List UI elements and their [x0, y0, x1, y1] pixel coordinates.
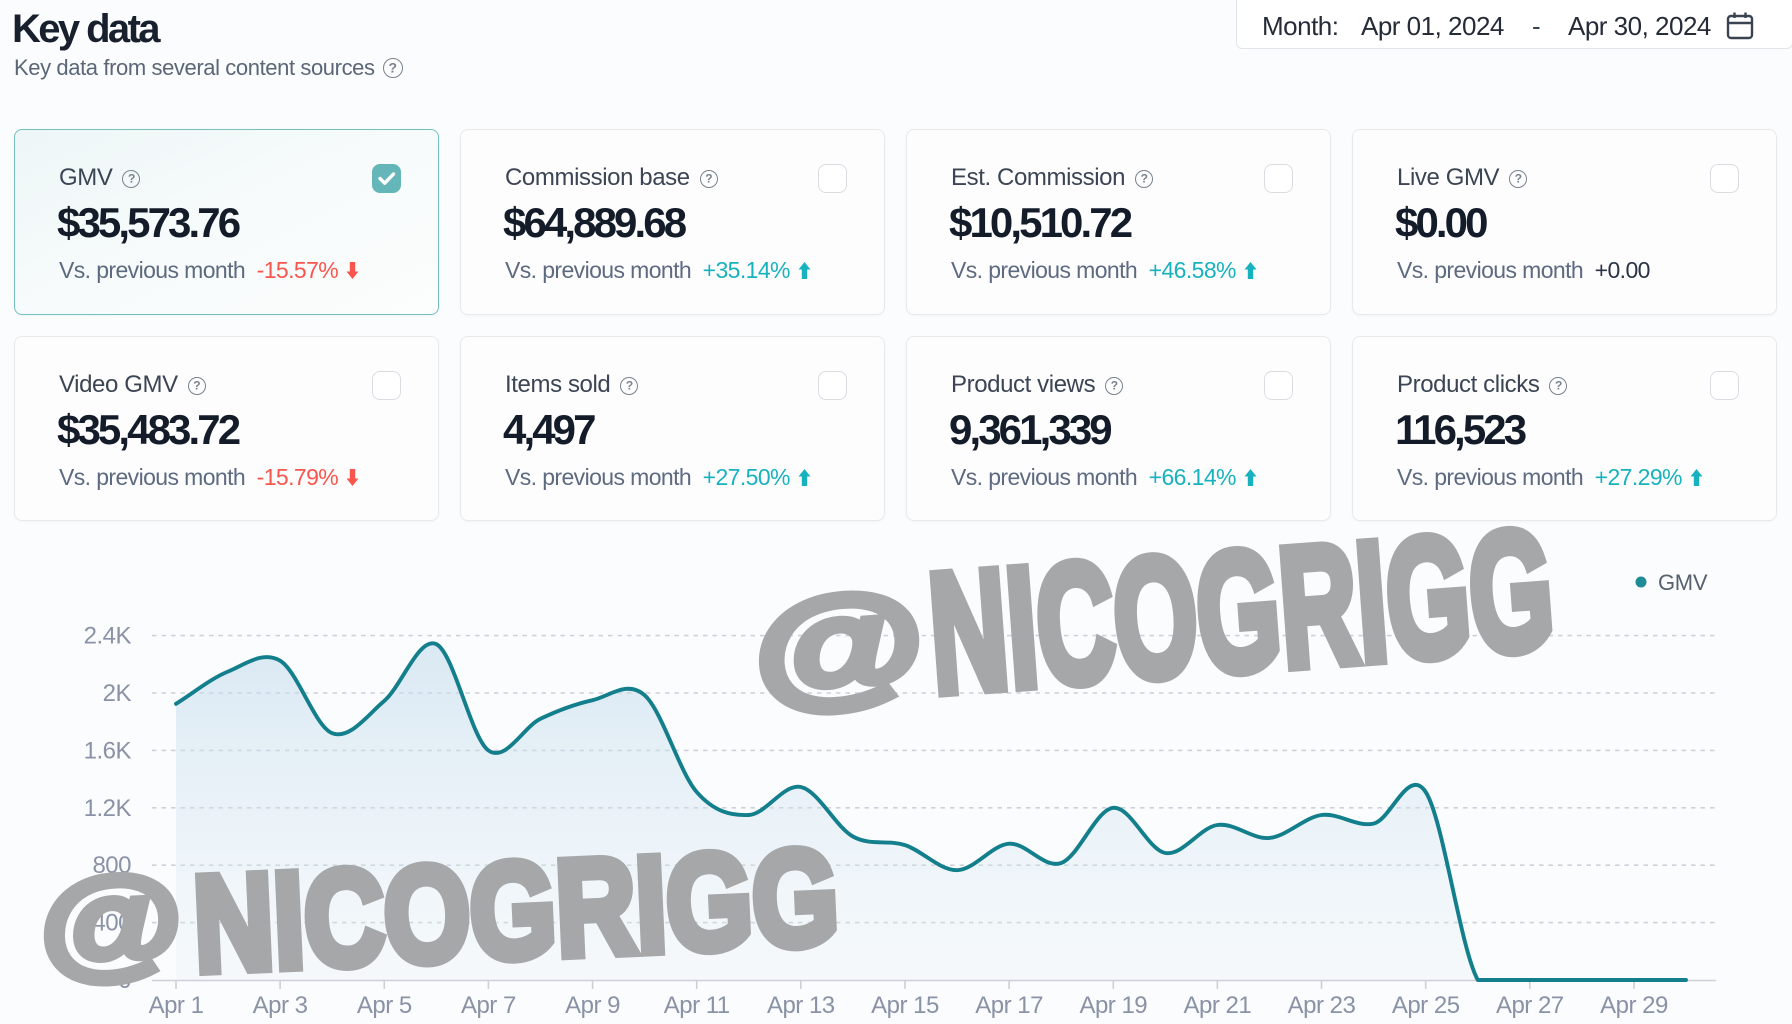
- svg-text:Apr 9: Apr 9: [565, 992, 620, 1019]
- svg-text:Apr 17: Apr 17: [975, 992, 1043, 1019]
- svg-text:1.6K: 1.6K: [84, 737, 132, 764]
- svg-text:Apr 13: Apr 13: [767, 992, 835, 1019]
- svg-text:Apr 29: Apr 29: [1600, 992, 1668, 1019]
- svg-text:@: @: [748, 564, 928, 724]
- svg-text:NICOGRIGG: NICOGRIGG: [190, 820, 841, 1000]
- svg-text:0: 0: [118, 967, 131, 994]
- svg-text:NICOGRIGG: NICOGRIGG: [923, 494, 1559, 729]
- svg-text:Apr 25: Apr 25: [1392, 992, 1460, 1019]
- svg-text:Apr 27: Apr 27: [1496, 992, 1564, 1019]
- svg-text:Apr 19: Apr 19: [1079, 992, 1147, 1019]
- svg-text:1.2K: 1.2K: [84, 795, 132, 822]
- svg-text:Apr 23: Apr 23: [1288, 992, 1356, 1019]
- svg-text:Apr 15: Apr 15: [871, 992, 939, 1019]
- svg-text:800: 800: [92, 852, 131, 879]
- svg-text:Apr 3: Apr 3: [253, 992, 308, 1019]
- svg-text:Apr 21: Apr 21: [1184, 992, 1252, 1019]
- svg-text:2K: 2K: [103, 680, 132, 707]
- svg-text:Apr 11: Apr 11: [664, 992, 730, 1019]
- svg-text:@: @: [37, 849, 186, 992]
- svg-text:GMV: GMV: [1658, 570, 1708, 595]
- svg-text:Apr 1: Apr 1: [149, 992, 204, 1019]
- svg-text:2.4K: 2.4K: [84, 623, 132, 650]
- svg-text:400: 400: [92, 910, 131, 937]
- svg-text:Apr 7: Apr 7: [461, 992, 516, 1019]
- svg-text:Apr 5: Apr 5: [357, 992, 412, 1019]
